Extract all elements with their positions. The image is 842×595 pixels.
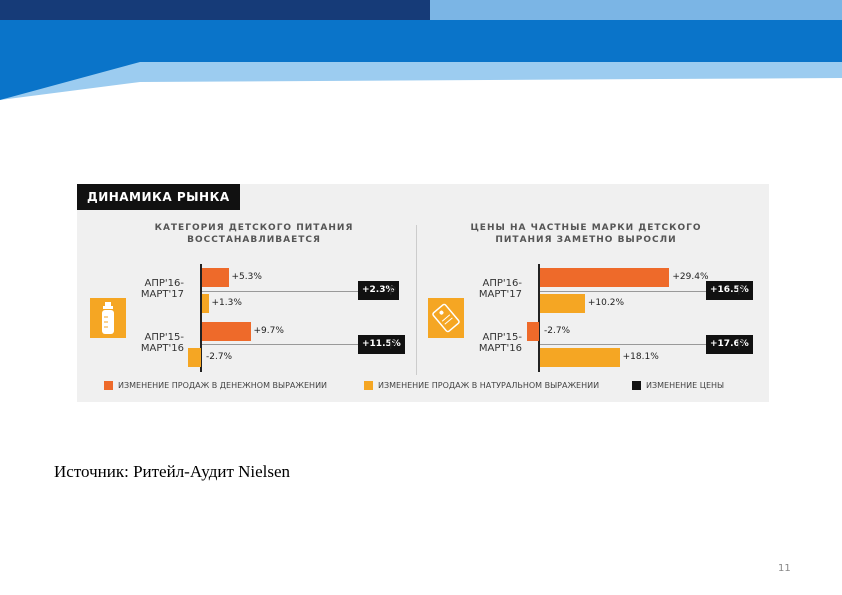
panel-2-period-1-guide <box>540 291 706 292</box>
baby-bottle-icon <box>90 298 126 338</box>
panel-2-period-1-money-label: +29.4% <box>672 272 709 282</box>
period-label-line2: МАРТ'17 <box>140 289 184 300</box>
panel-2-period-2-price-badge: +17.6% <box>706 335 753 354</box>
panel-2-period-2-units-bar <box>540 348 620 367</box>
period-label-line1: АПР'15- <box>144 332 184 343</box>
panel-1-title-line2: ВОССТАНАВЛИВАЕТСЯ <box>187 235 321 245</box>
panel-2-title-line2: ПИТАНИЯ ЗАМЕТНО ВЫРОСЛИ <box>495 235 677 245</box>
chart-title: ДИНАМИКА РЫНКА <box>77 184 240 210</box>
panel-2-period-2-money-label: -2.7% <box>544 326 571 336</box>
legend-item-units: ИЗМЕНЕНИЕ ПРОДАЖ В НАТУРАЛЬНОМ ВЫРАЖЕНИИ <box>364 381 599 390</box>
panel-1-period-1-price-badge: +2.3% <box>358 281 399 300</box>
period-label-line2: МАРТ'16 <box>478 343 522 354</box>
legend-label-price: ИЗМЕНЕНИЕ ЦЕНЫ <box>646 381 725 390</box>
panel-1-axis <box>200 264 202 372</box>
period-label-line2: МАРТ'17 <box>478 289 522 300</box>
legend-swatch-money <box>104 381 113 390</box>
panel-2-period-1-currency: Р <box>737 284 745 298</box>
panel-2-period-2-guide <box>540 344 706 345</box>
panel-2-title-line1: ЦЕНЫ НА ЧАСТНЫЕ МАРКИ ДЕТСКОГО <box>470 223 702 233</box>
page-number: 11 <box>778 563 791 574</box>
panel-1-period-2-money-label: +9.7% <box>253 326 284 336</box>
panel-2-period-1-units-label: +10.2% <box>587 298 625 308</box>
panel-2-axis <box>538 264 540 372</box>
panel-1-period-1-money-label: +5.3% <box>231 272 262 282</box>
header-banner <box>0 0 842 100</box>
panel-1-period-2-units-bar <box>187 348 201 367</box>
panel-1-period-2-currency: Р <box>389 338 397 352</box>
legend-item-price: ИЗМЕНЕНИЕ ЦЕНЫ <box>632 381 724 390</box>
period-label-line1: АПР'15- <box>482 332 522 343</box>
period-label-line1: АПР'16- <box>482 278 522 289</box>
panel-2-period-2-label: АПР'15- МАРТ'16 <box>458 332 522 354</box>
panel-2-period-2-money-bar <box>527 322 539 341</box>
source-caption: Источник: Ритейл-Аудит Nielsen <box>54 462 291 481</box>
panel-1-title-line1: КАТЕГОРИЯ ДЕТСКОГО ПИТАНИЯ <box>154 223 354 233</box>
legend-label-units: ИЗМЕНЕНИЕ ПРОДАЖ В НАТУРАЛЬНОМ ВЫРАЖЕНИИ <box>378 381 600 390</box>
price-tag-icon <box>428 298 464 338</box>
panel-2-title: ЦЕНЫ НА ЧАСТНЫЕ МАРКИ ДЕТСКОГО ПИТАНИЯ З… <box>456 222 716 246</box>
period-label-line1: АПР'16- <box>144 278 184 289</box>
panel-1-period-2-units-label: -2.7% <box>206 352 233 362</box>
panel-1-period-2-label: АПР'15- МАРТ'16 <box>120 332 184 354</box>
panel-2-period-1-label: АПР'16- МАРТ'17 <box>458 278 522 300</box>
panel-2-period-2-currency: Р <box>737 338 745 352</box>
panel-1-title: КАТЕГОРИЯ ДЕТСКОГО ПИТАНИЯ ВОССТАНАВЛИВА… <box>124 222 384 246</box>
panel-1-period-1-units-label: +1.3% <box>211 298 242 308</box>
panel-2-period-1-money-bar <box>540 268 670 287</box>
panel-1-period-1-money-bar <box>202 268 229 287</box>
legend-label-money: ИЗМЕНЕНИЕ ПРОДАЖ В ДЕНЕЖНОМ ВЫРАЖЕНИИ <box>118 381 328 390</box>
legend-item-money: ИЗМЕНЕНИЕ ПРОДАЖ В ДЕНЕЖНОМ ВЫРАЖЕНИИ <box>104 381 327 390</box>
panel-1-period-1-guide <box>202 291 358 292</box>
panel-1-period-1-units-bar <box>202 294 209 313</box>
panel-divider <box>416 225 417 375</box>
panel-2-period-1-price-badge: +16.5% <box>706 281 753 300</box>
panel-2-period-2-units-label: +18.1% <box>622 352 659 362</box>
panel-1-period-1-label: АПР'16- МАРТ'17 <box>120 278 184 300</box>
panel-2-period-1-units-bar <box>540 294 585 313</box>
panel-1-period-2-money-bar <box>202 322 251 341</box>
panel-1-period-1-currency: Р <box>389 284 397 298</box>
legend-swatch-units <box>364 381 373 390</box>
panel-1-period-2-guide <box>202 344 358 345</box>
legend-swatch-price <box>632 381 641 390</box>
period-label-line2: МАРТ'16 <box>140 343 184 354</box>
panel-1-period-2-price-badge: +11.5% <box>358 335 405 354</box>
